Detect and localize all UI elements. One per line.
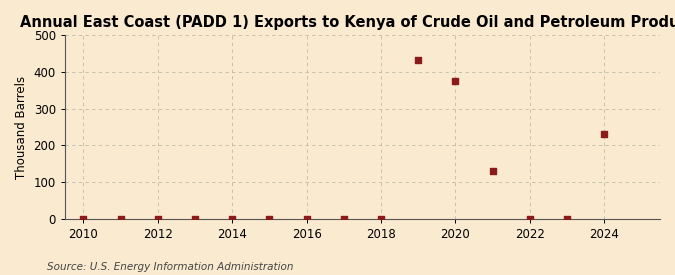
- Point: [562, 216, 572, 221]
- Point: [115, 216, 126, 221]
- Point: [450, 79, 461, 83]
- Point: [338, 216, 349, 221]
- Point: [153, 216, 163, 221]
- Point: [413, 58, 424, 62]
- Point: [301, 216, 312, 221]
- Point: [599, 132, 610, 137]
- Point: [487, 169, 498, 173]
- Point: [264, 216, 275, 221]
- Point: [190, 216, 200, 221]
- Point: [375, 216, 386, 221]
- Point: [524, 216, 535, 221]
- Point: [227, 216, 238, 221]
- Point: [78, 216, 89, 221]
- Y-axis label: Thousand Barrels: Thousand Barrels: [15, 75, 28, 178]
- Title: Annual East Coast (PADD 1) Exports to Kenya of Crude Oil and Petroleum Products: Annual East Coast (PADD 1) Exports to Ke…: [20, 15, 675, 30]
- Text: Source: U.S. Energy Information Administration: Source: U.S. Energy Information Administ…: [47, 262, 294, 272]
